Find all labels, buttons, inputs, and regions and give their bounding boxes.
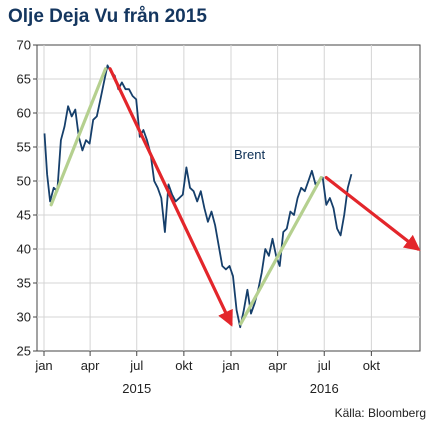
- y-tick-label: 40: [17, 242, 31, 257]
- y-axis: 25 30 35 40 45 50 55 60 65 70: [17, 38, 37, 359]
- x-tick-label: jan: [221, 358, 239, 373]
- plot-area-frame: [36, 44, 421, 352]
- x-tick-label: okt: [175, 358, 193, 373]
- x-tick-label: jul: [129, 358, 143, 373]
- series-layer: [43, 64, 353, 329]
- x-tick-label: apr: [268, 358, 287, 373]
- trend-arrow-down: [324, 176, 421, 251]
- year-label: 2016: [310, 381, 339, 396]
- grid-lines: [37, 45, 420, 351]
- trend-arrow-down: [108, 67, 233, 327]
- y-tick-label: 35: [17, 276, 31, 291]
- y-tick-label: 25: [17, 344, 31, 359]
- series-label-brent: Brent: [234, 147, 265, 162]
- y-tick-label: 65: [17, 72, 31, 87]
- y-tick-label: 45: [17, 208, 31, 223]
- trend-arrows: [49, 67, 421, 327]
- trend-arrow-up: [49, 67, 108, 207]
- x-tick-label: okt: [363, 358, 381, 373]
- x-tick-label: apr: [81, 358, 100, 373]
- y-tick-label: 70: [17, 38, 31, 53]
- y-tick-label: 60: [17, 106, 31, 121]
- y-tick-label: 55: [17, 140, 31, 155]
- x-tick-label: jul: [317, 358, 331, 373]
- source-note: Källa: Bloomberg: [334, 406, 426, 420]
- y-tick-label: 30: [17, 310, 31, 325]
- trend-arrow-up: [239, 176, 323, 326]
- x-axis: jan apr jul okt jan apr jul okt 2015 2016: [34, 351, 380, 396]
- chart-title: Olje Deja Vu från 2015: [8, 6, 207, 27]
- series-line-brent: [43, 64, 353, 329]
- year-label: 2015: [122, 381, 151, 396]
- y-tick-label: 50: [17, 174, 31, 189]
- x-tick-label: jan: [34, 358, 52, 373]
